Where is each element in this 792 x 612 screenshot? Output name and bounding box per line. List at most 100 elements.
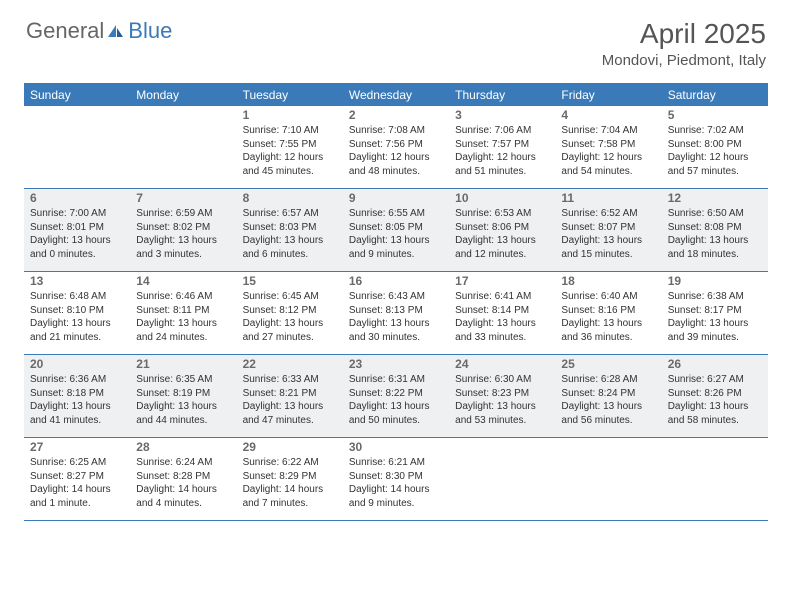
day-info-line: and 9 minutes.	[349, 248, 443, 262]
day-info-line: Sunrise: 6:28 AM	[561, 373, 655, 387]
week-row: 13Sunrise: 6:48 AMSunset: 8:10 PMDayligh…	[24, 272, 768, 355]
day-info-line: and 30 minutes.	[349, 331, 443, 345]
day-info-line: Daylight: 13 hours	[561, 400, 655, 414]
day-info-line: Daylight: 13 hours	[455, 234, 549, 248]
day-header: Monday	[130, 84, 236, 106]
day-info-line: Sunrise: 7:08 AM	[349, 124, 443, 138]
day-info-line: Sunrise: 6:35 AM	[136, 373, 230, 387]
calendar: SundayMondayTuesdayWednesdayThursdayFrid…	[24, 83, 768, 521]
day-number: 1	[243, 108, 337, 122]
day-info-line: Sunset: 8:18 PM	[30, 387, 124, 401]
day-info-line: Sunset: 8:19 PM	[136, 387, 230, 401]
day-info-line: Sunset: 8:12 PM	[243, 304, 337, 318]
day-cell	[130, 106, 236, 188]
day-info-line: Daylight: 13 hours	[30, 317, 124, 331]
day-info-line: Daylight: 13 hours	[136, 317, 230, 331]
day-number: 6	[30, 191, 124, 205]
day-info-line: Sunrise: 6:46 AM	[136, 290, 230, 304]
day-info-line: Sunrise: 6:55 AM	[349, 207, 443, 221]
week-row: 6Sunrise: 7:00 AMSunset: 8:01 PMDaylight…	[24, 189, 768, 272]
day-number: 14	[136, 274, 230, 288]
day-info-line: Sunset: 8:16 PM	[561, 304, 655, 318]
day-cell: 10Sunrise: 6:53 AMSunset: 8:06 PMDayligh…	[449, 189, 555, 271]
day-number: 7	[136, 191, 230, 205]
logo-text-general: General	[26, 18, 104, 44]
day-info-line: and 50 minutes.	[349, 414, 443, 428]
day-number: 27	[30, 440, 124, 454]
calendar-body: 1Sunrise: 7:10 AMSunset: 7:55 PMDaylight…	[24, 106, 768, 521]
day-info-line: Sunset: 8:11 PM	[136, 304, 230, 318]
day-info-line: and 4 minutes.	[136, 497, 230, 511]
day-info-line: and 9 minutes.	[349, 497, 443, 511]
day-info-line: Daylight: 13 hours	[349, 234, 443, 248]
day-info-line: Daylight: 13 hours	[561, 317, 655, 331]
page-title: April 2025	[602, 18, 766, 50]
day-info-line: Daylight: 13 hours	[668, 400, 762, 414]
day-number: 24	[455, 357, 549, 371]
day-info-line: Sunrise: 6:40 AM	[561, 290, 655, 304]
day-cell: 8Sunrise: 6:57 AMSunset: 8:03 PMDaylight…	[237, 189, 343, 271]
day-info-line: Sunset: 8:06 PM	[455, 221, 549, 235]
day-info-line: and 6 minutes.	[243, 248, 337, 262]
day-info-line: Sunrise: 7:00 AM	[30, 207, 124, 221]
day-info-line: Daylight: 13 hours	[30, 234, 124, 248]
day-info-line: Sunrise: 7:06 AM	[455, 124, 549, 138]
day-cell: 16Sunrise: 6:43 AMSunset: 8:13 PMDayligh…	[343, 272, 449, 354]
day-info-line: and 3 minutes.	[136, 248, 230, 262]
day-cell: 9Sunrise: 6:55 AMSunset: 8:05 PMDaylight…	[343, 189, 449, 271]
day-cell	[24, 106, 130, 188]
day-info-line: Sunset: 8:30 PM	[349, 470, 443, 484]
day-number: 3	[455, 108, 549, 122]
day-info-line: Sunrise: 6:36 AM	[30, 373, 124, 387]
day-number: 12	[668, 191, 762, 205]
day-cell: 1 Sunrise: 7:10 AMSunset: 7:55 PMDaylight…	[237, 106, 343, 188]
day-info-line: Daylight: 13 hours	[136, 400, 230, 414]
day-info-line: Sunrise: 6:52 AM	[561, 207, 655, 221]
day-info-line: and 21 minutes.	[30, 331, 124, 345]
day-number: 15	[243, 274, 337, 288]
day-number: 19	[668, 274, 762, 288]
day-info-line: Daylight: 13 hours	[349, 400, 443, 414]
day-cell: 4Sunrise: 7:04 AMSunset: 7:58 PMDaylight…	[555, 106, 661, 188]
day-info-line: and 44 minutes.	[136, 414, 230, 428]
day-info-line: and 45 minutes.	[243, 165, 337, 179]
day-info-line: Sunset: 8:24 PM	[561, 387, 655, 401]
week-row: 27Sunrise: 6:25 AMSunset: 8:27 PMDayligh…	[24, 438, 768, 521]
day-info-line: and 18 minutes.	[668, 248, 762, 262]
day-info-line: Daylight: 13 hours	[136, 234, 230, 248]
day-info-line: Sunset: 8:23 PM	[455, 387, 549, 401]
day-info-line: Sunset: 7:58 PM	[561, 138, 655, 152]
day-info-line: and 53 minutes.	[455, 414, 549, 428]
day-info-line: Daylight: 14 hours	[30, 483, 124, 497]
day-info-line: Sunset: 8:07 PM	[561, 221, 655, 235]
day-number: 29	[243, 440, 337, 454]
day-number: 4	[561, 108, 655, 122]
day-cell: 14 Sunrise: 6:46 AMSunset: 8:11 PMDayligh…	[130, 272, 236, 354]
day-info-line: Sunrise: 6:38 AM	[668, 290, 762, 304]
day-cell: 3Sunrise: 7:06 AMSunset: 7:57 PMDaylight…	[449, 106, 555, 188]
day-info-line: Daylight: 12 hours	[243, 151, 337, 165]
day-info-line: and 47 minutes.	[243, 414, 337, 428]
day-info-line: Sunset: 8:28 PM	[136, 470, 230, 484]
day-cell: 11Sunrise: 6:52 AMSunset: 8:07 PMDayligh…	[555, 189, 661, 271]
day-info-line: Daylight: 13 hours	[243, 234, 337, 248]
day-info-line: and 48 minutes.	[349, 165, 443, 179]
day-info-line: Sunset: 8:05 PM	[349, 221, 443, 235]
day-info-line: Daylight: 13 hours	[243, 317, 337, 331]
day-info-line: and 7 minutes.	[243, 497, 337, 511]
day-info-line: Daylight: 14 hours	[349, 483, 443, 497]
day-info-line: Daylight: 12 hours	[349, 151, 443, 165]
day-number: 18	[561, 274, 655, 288]
day-info-line: Sunset: 8:22 PM	[349, 387, 443, 401]
day-cell: 24Sunrise: 6:30 AMSunset: 8:23 PMDayligh…	[449, 355, 555, 437]
day-info-line: Sunrise: 7:10 AM	[243, 124, 337, 138]
day-info-line: Sunset: 8:21 PM	[243, 387, 337, 401]
day-number: 8	[243, 191, 337, 205]
day-header-row: SundayMondayTuesdayWednesdayThursdayFrid…	[24, 84, 768, 106]
day-info-line: Sunset: 7:55 PM	[243, 138, 337, 152]
logo: General Blue	[26, 18, 172, 44]
day-cell: 13Sunrise: 6:48 AMSunset: 8:10 PMDayligh…	[24, 272, 130, 354]
day-cell: 26Sunrise: 6:27 AMSunset: 8:26 PMDayligh…	[662, 355, 768, 437]
day-header: Saturday	[662, 84, 768, 106]
day-cell: 5Sunrise: 7:02 AMSunset: 8:00 PMDaylight…	[662, 106, 768, 188]
